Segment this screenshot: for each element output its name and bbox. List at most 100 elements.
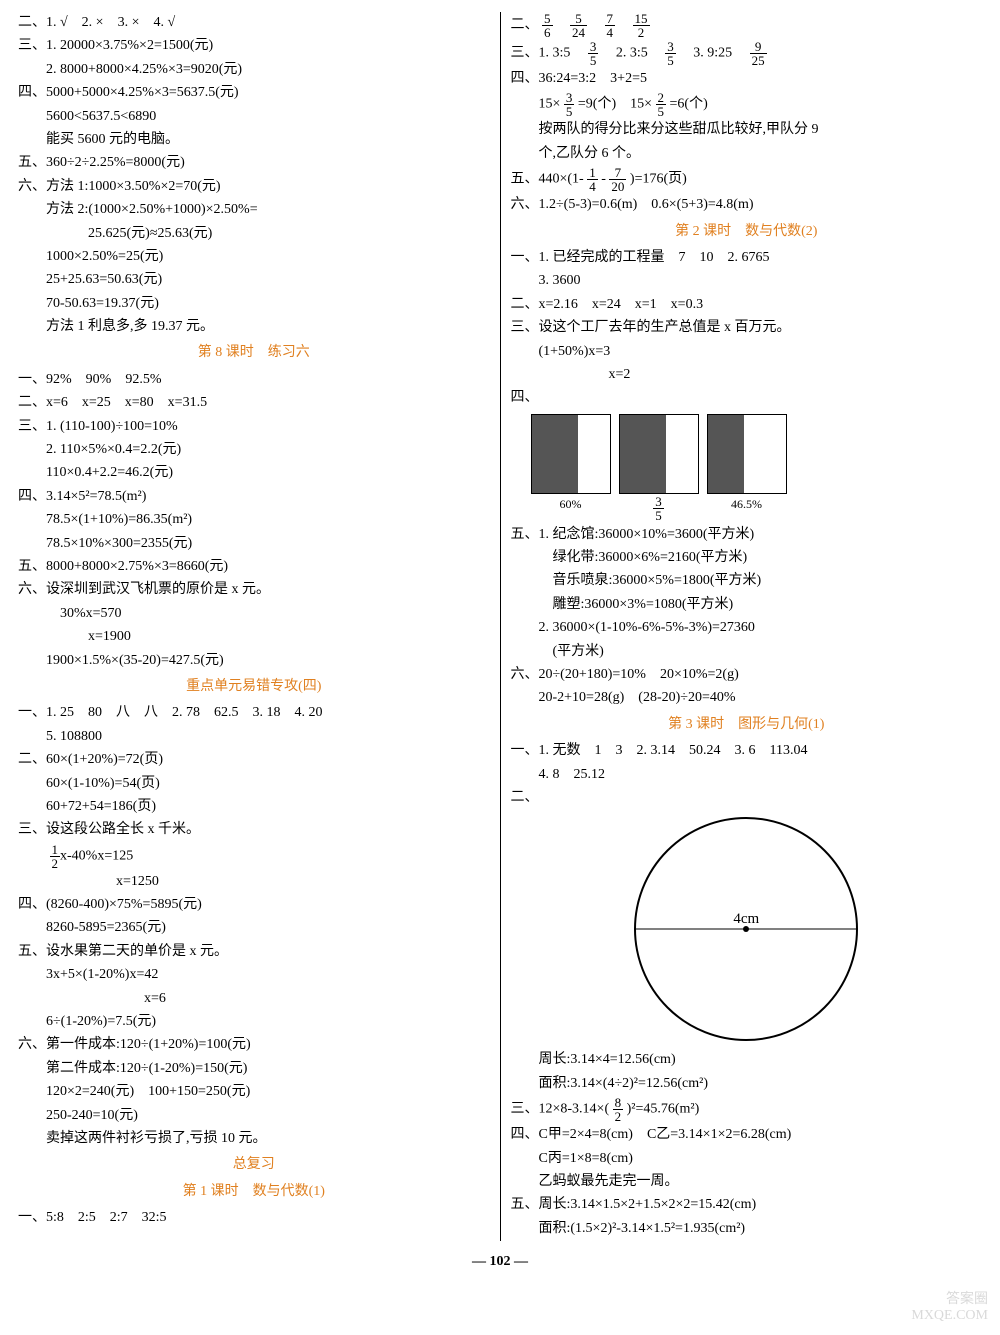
text-line: 1000×2.50%=25(元) (18, 246, 490, 268)
text-line: 一、92% 90% 92.5% (18, 369, 490, 391)
fraction-row: 二、 56 524 74 152 (511, 12, 983, 39)
grid-figure: 60% (531, 414, 611, 522)
text-line: 卖掉这两件衬衫亏损了,亏损 10 元。 (18, 1128, 490, 1150)
fraction-line: 15× 35 =9(个) 15× 25 =6(个) (511, 91, 983, 118)
text-line: 60+72+54=186(页) (18, 796, 490, 818)
text-line: 五、周长:3.14×1.5×2+1.5×2×2=15.42(cm) (511, 1194, 983, 1216)
text-line: 四、C甲=2×4=8(cm) C乙=3.14×1×2=6.28(cm) (511, 1124, 983, 1146)
text-line: 30%x=570 (18, 603, 490, 625)
text-line: 2. 8000+8000×4.25%×3=9020(元) (18, 59, 490, 81)
text-line: 4. 8 25.12 (511, 764, 983, 786)
text-line: 8260-5895=2365(元) (18, 917, 490, 939)
text-line: 二、60×(1+20%)=72(页) (18, 749, 490, 771)
text-line: 70-50.63=19.37(元) (18, 293, 490, 315)
text-line: (1+50%)x=3 (511, 341, 983, 363)
text-line: 20-2+10=28(g) (28-20)÷20=40% (511, 687, 983, 709)
text-line: 能买 5600 元的电脑。 (18, 129, 490, 151)
text-line: 五、360÷2÷2.25%=8000(元) (18, 152, 490, 174)
section-title: 重点单元易错专攻(四) (18, 676, 490, 698)
denominator: 2 (50, 857, 61, 870)
two-column-layout: 二、1. √ 2. × 3. × 4. √ 三、1. 20000×3.75%×2… (8, 12, 992, 1241)
right-column: 二、 56 524 74 152 三、1. 3:5 35 2. 3:5 35 3… (501, 12, 993, 1241)
grid-label: 35 (653, 495, 664, 522)
grid-label: 60% (560, 495, 582, 514)
text-line: 一、1. 25 80 八 八 2. 78 62.5 3. 18 4. 20 (18, 702, 490, 724)
text-line: 110×0.4+2.2=46.2(元) (18, 462, 490, 484)
text-line: 面积:3.14×(4÷2)²=12.56(cm²) (511, 1073, 983, 1095)
text-line: 三、1. (110-100)÷100=10% (18, 416, 490, 438)
text-line: 三、设这段公路全长 x 千米。 (18, 819, 490, 841)
text-line: 三、设这个工厂去年的生产总值是 x 百万元。 (511, 317, 983, 339)
text-line: 方法 2:(1000×2.50%+1000)×2.50%= (18, 199, 490, 221)
text-line: 250-240=10(元) (18, 1105, 490, 1127)
text-line: 78.5×(1+10%)=86.35(m²) (18, 509, 490, 531)
grid-box (531, 414, 611, 494)
text-line: 四、(8260-400)×75%=5895(元) (18, 894, 490, 916)
diameter-label: 4cm (733, 907, 759, 931)
fraction-row: 三、1. 3:5 35 2. 3:5 35 3. 9:25 925 (511, 40, 983, 67)
page-number: — 102 — (8, 1251, 992, 1273)
text-line: 四、3.14×5²=78.5(m²) (18, 486, 490, 508)
text-line: x=6 (18, 988, 490, 1010)
left-column: 二、1. √ 2. × 3. × 4. √ 三、1. 20000×3.75%×2… (8, 12, 500, 1241)
numerator: 1 (50, 843, 61, 857)
text-line: 120×2=240(元) 100+150=250(元) (18, 1081, 490, 1103)
fraction: 1 2 (50, 843, 61, 870)
text-line: C丙=1×8=8(cm) (511, 1148, 983, 1170)
text-line: 四、 (511, 387, 983, 409)
text-line: 三、1. 20000×3.75%×2=1500(元) (18, 35, 490, 57)
fraction-line: 1 2 x-40%x=125 (18, 843, 490, 870)
text-line: 四、36:24=3:2 3+2=5 (511, 68, 983, 90)
grid-figure: 46.5% (707, 414, 787, 522)
circle-shape: 4cm (634, 817, 858, 1041)
text-line: 2. 36000×(1-10%-6%-5%-3%)=27360 (511, 617, 983, 639)
text-line: x=2 (511, 364, 983, 386)
text-line: x=1250 (18, 871, 490, 893)
text-line: 3x+5×(1-20%)x=42 (18, 964, 490, 986)
text-line: 五、8000+8000×2.75%×3=8660(元) (18, 556, 490, 578)
text-line: 六、方法 1:1000×3.50%×2=70(元) (18, 176, 490, 198)
grid-figures: 60% 35 46.5% (531, 414, 983, 522)
section-title: 第 1 课时 数与代数(1) (18, 1181, 490, 1203)
text-line: 二、1. √ 2. × 3. × 4. √ (18, 12, 490, 34)
rest: x-40%x=125 (60, 848, 133, 863)
watermark: 答案圈 MXQE.COM (911, 1292, 988, 1323)
text-line: 2. 110×5%×0.4=2.2(元) (18, 439, 490, 461)
text-line: 六、设深圳到武汉飞机票的原价是 x 元。 (18, 579, 490, 601)
section-title: 第 2 课时 数与代数(2) (511, 221, 983, 243)
text-line: 六、1.2÷(5-3)=0.6(m) 0.6×(5+3)=4.8(m) (511, 194, 983, 216)
text-line: 六、20÷(20+180)=10% 20×10%=2(g) (511, 664, 983, 686)
text-line: 5. 108800 (18, 726, 490, 748)
text-line: 方法 1 利息多,多 19.37 元。 (18, 316, 490, 338)
text-line: 乙蚂蚁最先走完一周。 (511, 1171, 983, 1193)
grid-label: 46.5% (731, 495, 762, 514)
section-title: 总复习 (18, 1154, 490, 1176)
text-line: 25+25.63=50.63(元) (18, 269, 490, 291)
text-line: 一、1. 无数 1 3 2. 3.14 50.24 3. 6 113.04 (511, 740, 983, 762)
text-line: x=1900 (18, 626, 490, 648)
fraction-line: 三、12×8-3.14×( 82 )²=45.76(m²) (511, 1096, 983, 1123)
text-line: 六、第一件成本:120÷(1+20%)=100(元) (18, 1034, 490, 1056)
circle-figure: 4cm (511, 817, 983, 1041)
text-line: 四、5000+5000×4.25%×3=5637.5(元) (18, 82, 490, 104)
text-line: 五、设水果第二天的单价是 x 元。 (18, 941, 490, 963)
text-line: 一、5:8 2:5 2:7 32:5 (18, 1207, 490, 1229)
section-title: 第 3 课时 图形与几何(1) (511, 714, 983, 736)
grid-box (707, 414, 787, 494)
text-line: 二、x=6 x=25 x=80 x=31.5 (18, 392, 490, 414)
text-line: 3. 3600 (511, 270, 983, 292)
text-line: 按两队的得分比来分这些甜瓜比较好,甲队分 9 (511, 119, 983, 141)
text-line: 5600<5637.5<6890 (18, 106, 490, 128)
grid-figure: 35 (619, 414, 699, 522)
text-line: (平方米) (511, 641, 983, 663)
text-line: 面积:(1.5×2)²-3.14×1.5²=1.935(cm²) (511, 1218, 983, 1240)
section-title: 第 8 课时 练习六 (18, 342, 490, 364)
text-line: 6÷(1-20%)=7.5(元) (18, 1011, 490, 1033)
text-line: 音乐喷泉:36000×5%=1800(平方米) (511, 570, 983, 592)
text-line: 雕塑:36000×3%=1080(平方米) (511, 594, 983, 616)
text-line: 60×(1-10%)=54(页) (18, 773, 490, 795)
text-line: 1900×1.5%×(35-20)=427.5(元) (18, 650, 490, 672)
text-line: 二、 (511, 787, 983, 809)
fraction-line: 五、440×(1- 14 - 720 )=176(页) (511, 166, 983, 193)
text-line: 个,乙队分 6 个。 (511, 143, 983, 165)
